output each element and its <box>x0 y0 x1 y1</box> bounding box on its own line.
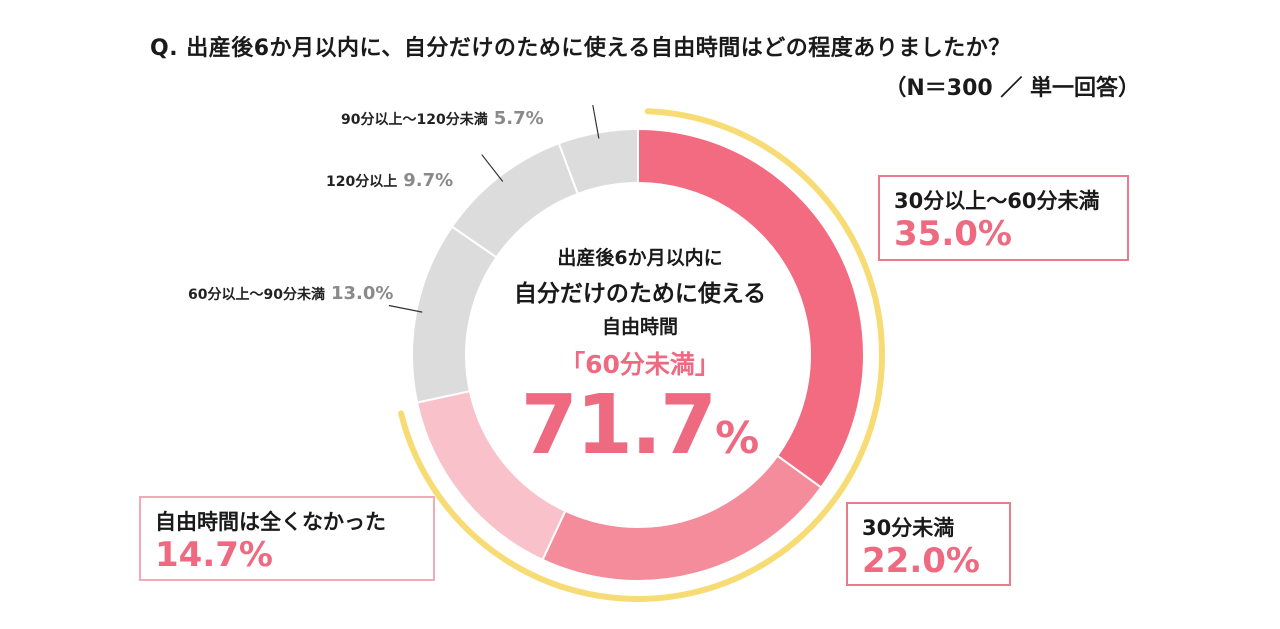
center-line-3: 自由時間 <box>601 316 678 338</box>
callout-under-30-label: 30分未満 <box>862 516 955 540</box>
leader-line-seg-120-plus <box>481 154 504 182</box>
label-60-90: 60分以上～90分未満 13.0% <box>188 283 393 304</box>
label-90-120-value: 5.7% <box>493 108 544 129</box>
highlight-arc <box>398 108 885 602</box>
leader-line-seg-90-120 <box>592 104 600 139</box>
callout-none-value: 14.7% <box>155 535 273 575</box>
label-120-plus: 120分以上 9.7% <box>326 170 453 191</box>
callout-none: 自由時間は全くなかった 14.7% <box>139 496 435 581</box>
center-line-2: 自分だけのために使える <box>513 281 767 307</box>
label-90-120: 90分以上～120分未満 5.7% <box>341 108 544 129</box>
center-summary: 出産後6か月以内に 自分だけのために使える 自由時間 「60分未満」 71.7% <box>500 243 780 467</box>
callout-30-60-label: 30分以上～60分未満 <box>894 189 1100 213</box>
seg-30-60 <box>637 127 865 489</box>
label-90-120-text: 90分以上～120分未満 <box>341 112 488 128</box>
seg-120-plus <box>450 142 580 259</box>
seg-90-120 <box>557 127 639 196</box>
seg-60-90 <box>411 225 498 404</box>
question-title: Q. 出産後6か月以内に、自分だけのために使える自由時間はどの程度ありましたか？ <box>150 36 1011 61</box>
center-line-1: 出産後6か月以内に <box>557 247 723 269</box>
seg-under-30 <box>541 454 823 582</box>
sample-note: （N＝300 ／ 単一回答） <box>884 76 1140 101</box>
label-60-90-text: 60分以上～90分未満 <box>188 287 325 303</box>
callout-under-30: 30分未満 22.0% <box>846 502 1011 586</box>
label-120-plus-text: 120分以上 <box>326 174 398 190</box>
label-120-plus-value: 9.7% <box>403 170 454 191</box>
leader-line-seg-60-90 <box>388 304 423 313</box>
center-big-unit: % <box>715 413 760 464</box>
callout-under-30-value: 22.0% <box>862 541 980 581</box>
center-highlight-label: 「60分未満」 <box>560 350 720 379</box>
callout-30-60-value: 35.0% <box>894 214 1012 254</box>
label-60-90-value: 13.0% <box>330 283 394 304</box>
center-big-number: 71.7 <box>520 378 717 473</box>
center-big-value: 71.7% <box>500 385 780 467</box>
callout-30-60: 30分以上～60分未満 35.0% <box>878 175 1129 261</box>
callout-none-label: 自由時間は全くなかった <box>155 510 386 534</box>
